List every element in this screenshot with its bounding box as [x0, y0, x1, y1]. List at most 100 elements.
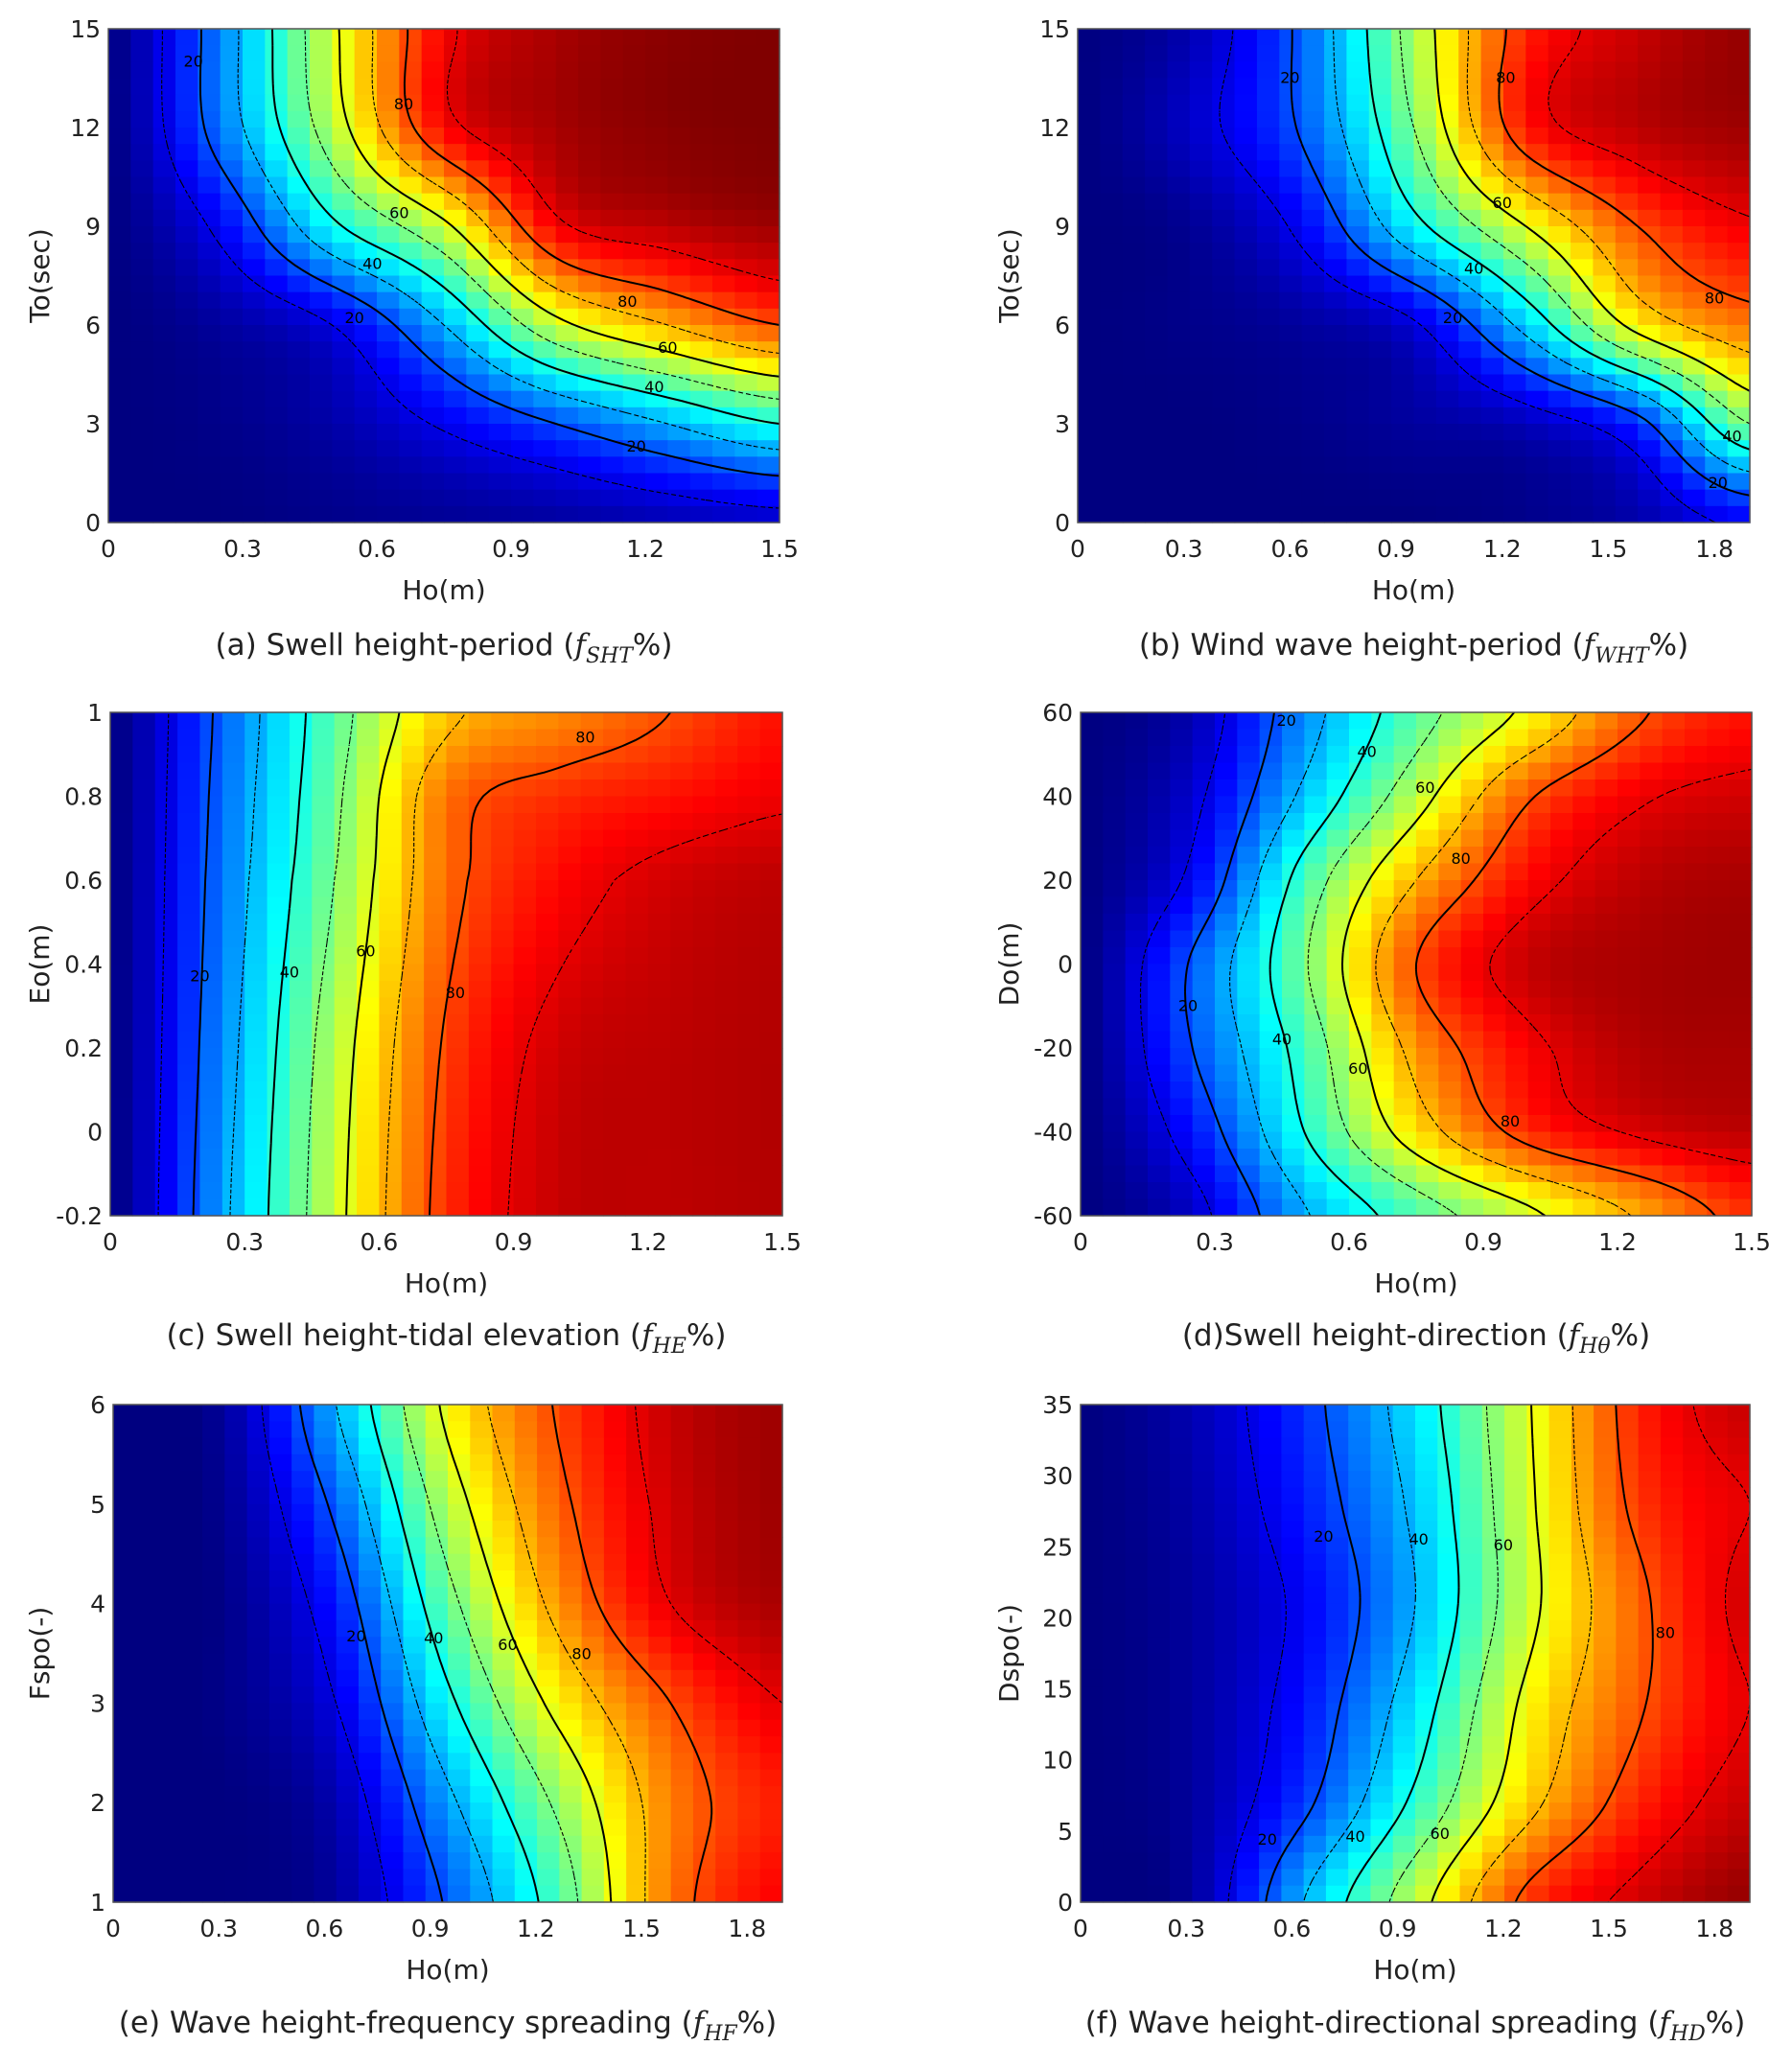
heatmap-cell: [1415, 1471, 1438, 1489]
heatmap-cell: [424, 813, 448, 831]
heatmap-cell: [135, 1421, 159, 1439]
heatmap-cell: [1594, 1081, 1618, 1100]
heatmap-cell: [221, 914, 245, 932]
heatmap-cell: [1572, 762, 1596, 780]
heatmap-cell: [715, 1521, 739, 1538]
contour-label: 80: [1501, 1112, 1520, 1130]
heatmap-cell: [336, 1769, 360, 1787]
contour-label: 80: [446, 984, 465, 1002]
heatmap-cell: [1660, 374, 1684, 392]
heatmap-cell: [358, 1719, 382, 1737]
heatmap-cell: [559, 1785, 583, 1803]
heatmap-cell: [1170, 847, 1194, 865]
heatmap-cell: [1480, 45, 1504, 62]
heatmap-cell: [1660, 45, 1684, 62]
heatmap-cell: [603, 1686, 627, 1704]
heatmap-cell: [468, 863, 492, 881]
heatmap-cell: [468, 1098, 492, 1116]
heatmap-cell: [555, 29, 579, 46]
heatmap-cell: [246, 1753, 270, 1771]
heatmap-cell: [358, 1669, 382, 1687]
heatmap-cell: [357, 1115, 380, 1133]
heatmap-cell: [1617, 981, 1641, 999]
heatmap-cell: [578, 440, 601, 457]
heatmap-cell: [220, 456, 244, 475]
heatmap-cell: [555, 473, 579, 491]
heatmap-cell: [1527, 981, 1551, 999]
heatmap-cell: [1122, 424, 1146, 441]
heatmap-cell: [1100, 243, 1124, 260]
heatmap-cell: [1683, 1537, 1707, 1555]
heatmap-cell: [1458, 275, 1482, 293]
heatmap-cell: [645, 390, 668, 408]
heatmap-cell: [1727, 226, 1751, 244]
heatmap-cell: [492, 1487, 516, 1505]
heatmap-cell: [291, 1885, 314, 1903]
heatmap-cell: [759, 863, 783, 881]
heatmap-cell: [1413, 209, 1437, 227]
heatmap-cell: [603, 1603, 627, 1621]
heatmap-cell: [246, 1819, 270, 1837]
heatmap-cell: [220, 29, 244, 46]
heatmap-cell: [625, 997, 649, 1015]
heatmap-cell: [403, 1785, 427, 1803]
heatmap-cell: [492, 1471, 516, 1489]
heatmap-cell: [1081, 1453, 1104, 1472]
heatmap-cell: [243, 407, 266, 425]
heatmap-cell: [221, 1131, 245, 1150]
heatmap-cell: [199, 997, 223, 1015]
heatmap-cell: [154, 896, 178, 915]
heatmap-cell: [287, 110, 311, 128]
heatmap-cell: [1729, 1014, 1753, 1033]
heatmap-cell: [692, 930, 716, 948]
heatmap-cell: [444, 291, 467, 310]
heatmap-cell: [559, 1703, 583, 1721]
heatmap-cell: [514, 1603, 538, 1621]
heatmap-cell: [559, 1637, 583, 1655]
heatmap-cell: [537, 1819, 560, 1837]
heatmap-cell: [244, 997, 268, 1015]
y-tick-label: 4: [90, 1591, 105, 1618]
heatmap-cell: [287, 407, 311, 425]
heatmap-cell: [1525, 308, 1549, 326]
heatmap-cell: [1572, 1149, 1596, 1167]
heatmap-cell: [555, 94, 579, 112]
heatmap-cell: [154, 829, 178, 848]
heatmap-cell: [692, 1587, 716, 1605]
heatmap-cell: [1370, 1537, 1394, 1555]
heatmap-cell: [511, 226, 534, 244]
heatmap-cell: [179, 1736, 203, 1754]
heatmap-cell: [1236, 1503, 1260, 1522]
heatmap-cell: [221, 847, 245, 865]
heatmap-cell: [1571, 1405, 1594, 1422]
heatmap-cell: [175, 308, 198, 326]
heatmap-cell: [244, 813, 268, 831]
heatmap-cell: [1660, 275, 1684, 293]
heatmap-cell: [135, 1570, 159, 1588]
heatmap-cell: [1550, 1031, 1573, 1049]
heatmap-cell: [1103, 1131, 1127, 1150]
heatmap-cell: [600, 61, 624, 80]
heatmap-cell: [1480, 473, 1504, 491]
heatmap-cell: [1705, 291, 1729, 310]
heatmap-cell: [692, 829, 716, 848]
heatmap-cell: [1279, 110, 1303, 128]
heatmap-cell: [1413, 110, 1437, 128]
heatmap-cell: [1527, 930, 1551, 948]
heatmap-cell: [580, 796, 604, 814]
heatmap-cell: [603, 1869, 627, 1887]
heatmap-cell: [1640, 964, 1664, 982]
heatmap-cell: [444, 176, 467, 195]
heatmap-cell: [759, 746, 783, 764]
heatmap-cell: [403, 1719, 427, 1737]
heatmap-cell: [1459, 1487, 1483, 1505]
heatmap-cell: [603, 1081, 627, 1100]
heatmap-cell: [1502, 308, 1526, 326]
heatmap-cell: [470, 1703, 494, 1721]
heatmap-cell: [199, 829, 223, 848]
heatmap-cell: [645, 291, 668, 310]
heatmap-cell: [466, 94, 490, 112]
heatmap-cell: [1727, 275, 1751, 293]
heatmap-cell: [466, 325, 490, 342]
heatmap-cell: [1460, 930, 1484, 948]
